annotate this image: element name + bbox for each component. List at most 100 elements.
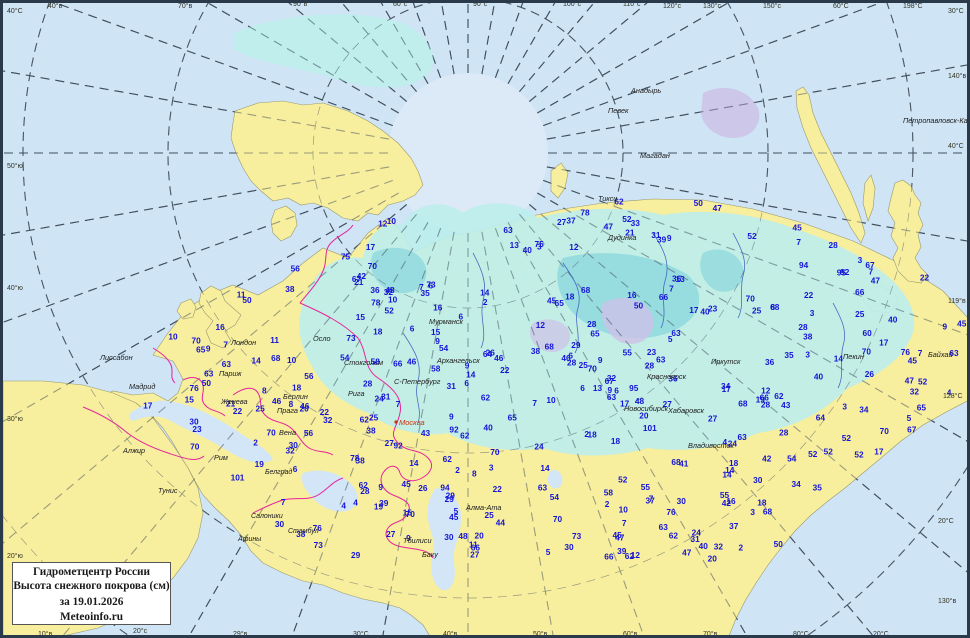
svg-text:34: 34 (859, 404, 869, 414)
svg-text:63: 63 (671, 328, 681, 338)
svg-text:63: 63 (659, 522, 669, 532)
svg-text:31: 31 (381, 392, 391, 402)
svg-text:Хабаровск: Хабаровск (667, 406, 705, 415)
svg-text:28: 28 (645, 360, 655, 370)
svg-text:5: 5 (907, 413, 912, 423)
svg-text:3: 3 (805, 350, 810, 360)
svg-text:62: 62 (774, 391, 784, 401)
svg-text:30: 30 (677, 496, 687, 506)
svg-text:7: 7 (669, 284, 674, 294)
svg-text:60°в: 60°в (623, 630, 638, 638)
svg-text:76: 76 (901, 347, 911, 357)
svg-text:50: 50 (774, 539, 784, 549)
svg-text:Тикси: Тикси (598, 194, 617, 203)
svg-text:43: 43 (781, 400, 791, 410)
svg-text:54: 54 (550, 492, 560, 502)
svg-text:17: 17 (874, 447, 884, 457)
svg-text:25: 25 (855, 309, 865, 319)
svg-text:Лондон: Лондон (230, 338, 256, 347)
svg-text:52: 52 (842, 433, 852, 443)
svg-text:66: 66 (659, 292, 669, 302)
svg-text:56: 56 (304, 428, 314, 438)
svg-text:Стамбул: Стамбул (288, 527, 319, 535)
svg-text:11: 11 (469, 540, 478, 550)
svg-text:40°С: 40°С (7, 7, 23, 15)
svg-text:2: 2 (483, 297, 488, 307)
svg-text:17: 17 (143, 401, 153, 411)
svg-text:47: 47 (871, 276, 881, 286)
svg-text:38: 38 (803, 332, 813, 342)
svg-text:5: 5 (668, 334, 673, 344)
svg-text:29: 29 (571, 340, 581, 350)
svg-text:7: 7 (532, 398, 537, 408)
svg-text:18: 18 (611, 436, 621, 446)
svg-text:40: 40 (523, 245, 533, 255)
svg-text:4: 4 (341, 501, 346, 511)
svg-text:3: 3 (489, 463, 494, 473)
svg-text:70: 70 (266, 428, 276, 438)
svg-text:40: 40 (814, 372, 824, 382)
svg-text:10°в: 10°в (38, 630, 53, 638)
svg-text:Певек: Певек (608, 106, 629, 115)
svg-text:Новосибирск: Новосибирск (624, 404, 669, 413)
svg-text:7: 7 (649, 493, 654, 503)
svg-text:3: 3 (750, 507, 755, 517)
svg-text:63: 63 (737, 432, 747, 442)
svg-text:40°С: 40°С (948, 142, 964, 150)
svg-text:Белград: Белград (265, 468, 292, 476)
svg-text:20: 20 (299, 404, 309, 414)
svg-text:70: 70 (191, 336, 201, 346)
svg-text:68: 68 (763, 507, 773, 517)
svg-text:13: 13 (593, 383, 603, 393)
svg-text:12: 12 (569, 242, 579, 252)
svg-text:66: 66 (604, 552, 614, 562)
svg-text:35: 35 (784, 350, 794, 360)
svg-text:13: 13 (510, 240, 520, 250)
svg-text:52: 52 (854, 450, 864, 460)
svg-text:17: 17 (689, 305, 699, 315)
svg-text:Салоники: Салоники (251, 513, 283, 520)
svg-text:62: 62 (481, 393, 491, 403)
svg-text:30: 30 (444, 532, 454, 542)
svg-text:14: 14 (480, 287, 490, 297)
svg-text:64: 64 (483, 349, 493, 359)
svg-text:Владивосток: Владивосток (688, 441, 735, 450)
svg-text:23: 23 (647, 347, 657, 357)
svg-text:68: 68 (545, 342, 555, 352)
svg-text:52: 52 (618, 475, 628, 485)
svg-text:52: 52 (747, 231, 757, 241)
svg-text:20°С: 20°С (873, 630, 889, 638)
svg-text:70: 70 (880, 426, 890, 436)
svg-text:130°с: 130°с (703, 3, 721, 10)
svg-text:150°с: 150°с (763, 3, 781, 10)
svg-text:28: 28 (779, 427, 789, 437)
svg-text:48: 48 (458, 531, 468, 541)
svg-text:70: 70 (553, 514, 563, 524)
svg-text:47: 47 (713, 203, 723, 213)
svg-text:55: 55 (641, 482, 651, 492)
svg-text:Анадырь: Анадырь (630, 86, 661, 95)
svg-text:56: 56 (291, 264, 301, 274)
svg-text:68: 68 (738, 399, 748, 409)
svg-text:65: 65 (917, 403, 927, 413)
svg-text:10: 10 (619, 505, 629, 515)
svg-text:66: 66 (855, 287, 865, 297)
svg-text:52: 52 (918, 377, 928, 387)
svg-text:100°с: 100°с (563, 3, 581, 8)
svg-text:9: 9 (378, 482, 383, 492)
svg-text:15: 15 (403, 508, 413, 518)
svg-text:95: 95 (629, 383, 639, 393)
svg-text:18: 18 (729, 458, 739, 468)
svg-text:31: 31 (447, 381, 457, 391)
svg-text:Мадрид: Мадрид (129, 382, 155, 391)
svg-text:16: 16 (215, 322, 225, 332)
svg-text:73: 73 (346, 333, 356, 343)
svg-text:63: 63 (656, 354, 666, 364)
svg-text:46: 46 (272, 396, 282, 406)
svg-text:78: 78 (580, 208, 590, 218)
svg-text:80°С: 80°С (793, 630, 809, 638)
svg-text:32: 32 (384, 287, 394, 297)
svg-text:7: 7 (281, 497, 286, 507)
svg-text:29°в: 29°в (233, 630, 248, 638)
svg-text:27: 27 (386, 529, 396, 539)
